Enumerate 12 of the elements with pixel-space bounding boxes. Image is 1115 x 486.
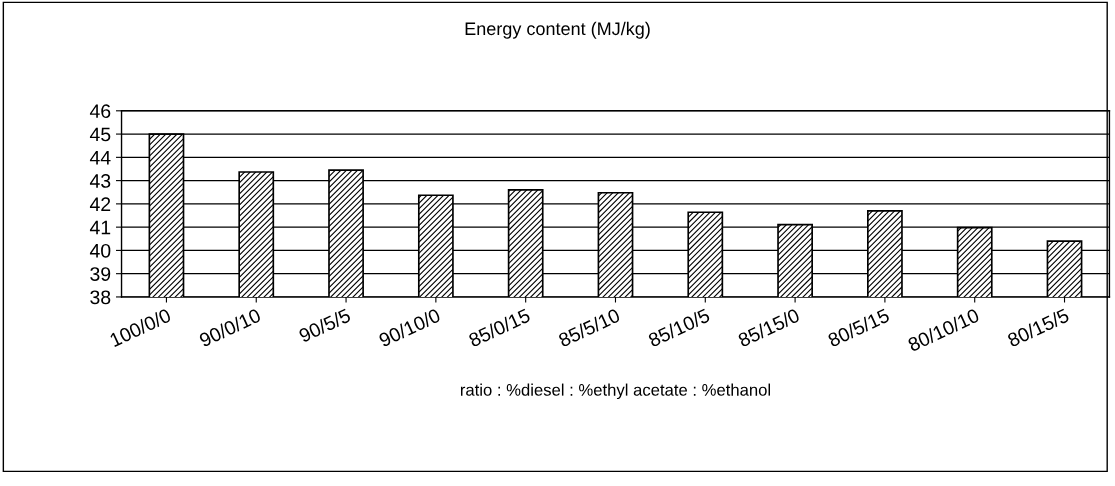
chart-title: Energy content (MJ/kg) — [465, 21, 650, 39]
y-tick-label: 42 — [89, 197, 111, 211]
y-tick-label: 44 — [89, 151, 111, 165]
y-tick-label: 41 — [89, 220, 111, 235]
y-tick-label: 39 — [90, 267, 111, 281]
y-tick-label: 43 — [89, 174, 111, 188]
y-tick-label: 45 — [89, 127, 111, 142]
y-tick-label: 38 — [90, 290, 111, 305]
y-tick-label: 40 — [89, 243, 111, 258]
y-tick-label: 46 — [89, 104, 111, 119]
x-tick-label: 90/5/5 — [297, 307, 352, 343]
x-axis-title: ratio : %diesel : %ethyl acetate : %ethanol — [460, 383, 771, 400]
